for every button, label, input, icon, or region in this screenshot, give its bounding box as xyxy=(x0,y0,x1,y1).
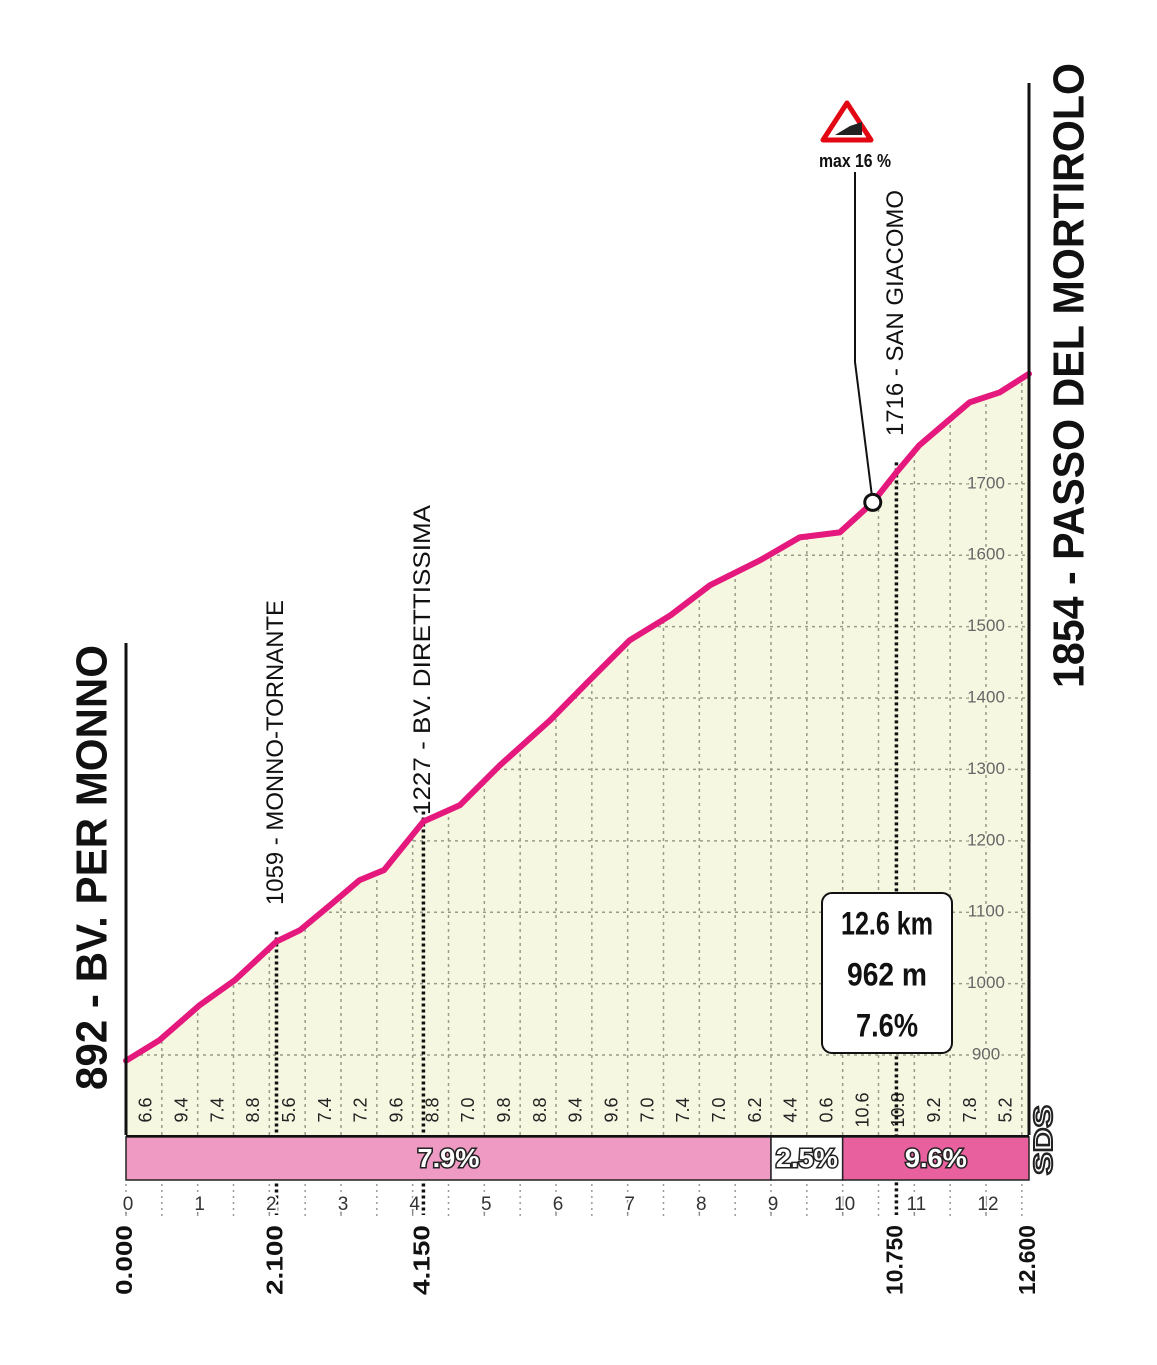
gradient-label: 10.6 xyxy=(852,1092,872,1127)
profile-line xyxy=(123,370,1032,1064)
km-label: 2.100 xyxy=(262,1225,288,1295)
gradient-label: 7.4 xyxy=(207,1097,227,1122)
gradient-label: 9.6 xyxy=(602,1097,622,1122)
segment-bar xyxy=(125,1136,772,1181)
x-tick-label: 5 xyxy=(481,1194,492,1215)
y-tick-label: 1000 xyxy=(967,973,1005,992)
segment-label: 7.9% xyxy=(418,1143,480,1173)
waypoint-label: 1716 - SAN GIACOMO xyxy=(882,190,909,436)
x-tick-label: 1 xyxy=(194,1194,205,1215)
gradient-label: 7.0 xyxy=(637,1097,657,1122)
gradient-label: 6.6 xyxy=(136,1097,156,1122)
km-label: 12.600 xyxy=(1014,1225,1040,1295)
endpoint-label: 1854 - PASSO DEL MORTIROLO xyxy=(1045,63,1094,688)
x-tick-label: 9 xyxy=(768,1194,779,1215)
segment-label: 9.6% xyxy=(905,1143,967,1173)
max-gradient-label: max 16 % xyxy=(819,151,891,171)
gradient-label: 4.4 xyxy=(781,1097,801,1122)
gradient-label: 7.4 xyxy=(673,1097,693,1122)
gradient-label: 0.6 xyxy=(817,1097,837,1122)
pointer-line xyxy=(854,172,874,503)
gradient-label: 9.2 xyxy=(924,1097,944,1122)
gradient-label: 7.0 xyxy=(458,1097,478,1122)
x-tick-label: 6 xyxy=(553,1194,564,1215)
y-tick-label: 1200 xyxy=(967,830,1005,849)
gradient-label: 6.2 xyxy=(745,1097,765,1122)
logo: SDS xyxy=(1028,1105,1058,1175)
summary-line: 962 m xyxy=(847,956,927,992)
y-tick-label: 1100 xyxy=(968,902,1005,921)
x-tick-label: 4 xyxy=(409,1194,420,1215)
gradient-label: 7.0 xyxy=(709,1097,729,1122)
y-tick-label: 1500 xyxy=(967,616,1005,635)
gradient-label: 7.4 xyxy=(315,1097,335,1122)
waypoint-label: 1227 - BV. DIRETTISSIMA xyxy=(409,505,436,815)
profile-area xyxy=(126,373,1029,1135)
gradient-label: 9.4 xyxy=(172,1097,192,1122)
km-label: 4.150 xyxy=(408,1225,434,1295)
gradient-label: 7.2 xyxy=(351,1097,371,1122)
x-tick-label: 0 xyxy=(123,1194,134,1215)
y-tick-label: 1400 xyxy=(967,687,1005,706)
gradient-label: 9.6 xyxy=(387,1097,407,1122)
km-label: 0.000 xyxy=(111,1225,137,1295)
gradient-label: 8.8 xyxy=(422,1097,442,1122)
x-tick-label: 3 xyxy=(338,1194,349,1215)
summary-box xyxy=(821,892,953,1054)
summary-line: 7.6% xyxy=(856,1007,918,1043)
waypoint-label: 1059 - MONNO-TORNANTE xyxy=(262,600,289,905)
segment-label: 2.5% xyxy=(776,1143,838,1173)
warning-icon xyxy=(835,122,862,135)
segment-bar xyxy=(841,1136,1030,1181)
gradient-label: 9.4 xyxy=(566,1097,586,1122)
x-tick-label: 2 xyxy=(266,1194,277,1215)
km-label: 10.750 xyxy=(881,1225,907,1295)
gradient-label: 5.2 xyxy=(996,1097,1016,1122)
x-tick-label: 12 xyxy=(977,1194,998,1215)
max-gradient-marker xyxy=(863,492,883,512)
gradient-label: 8.8 xyxy=(243,1097,263,1122)
y-tick-label: 1700 xyxy=(967,473,1005,492)
x-tick-label: 11 xyxy=(906,1194,926,1215)
gradient-label: 7.8 xyxy=(960,1097,980,1122)
y-tick-label: 1300 xyxy=(967,759,1005,778)
x-tick-label: 7 xyxy=(624,1194,635,1215)
x-tick-label: 10 xyxy=(834,1194,855,1215)
y-tick-label: 1600 xyxy=(967,545,1005,564)
gradient-label: 9.8 xyxy=(494,1097,514,1122)
y-tick-label: 900 xyxy=(972,1045,1000,1064)
x-tick-label: 8 xyxy=(696,1194,707,1215)
gradient-label: 5.6 xyxy=(279,1097,299,1122)
gradient-label: 8.8 xyxy=(530,1097,550,1122)
gradient-label: 10.8 xyxy=(888,1092,908,1127)
endpoint-label: 892 - BV. PER MONNO xyxy=(68,645,117,1090)
summary-line: 12.6 km xyxy=(841,905,933,941)
